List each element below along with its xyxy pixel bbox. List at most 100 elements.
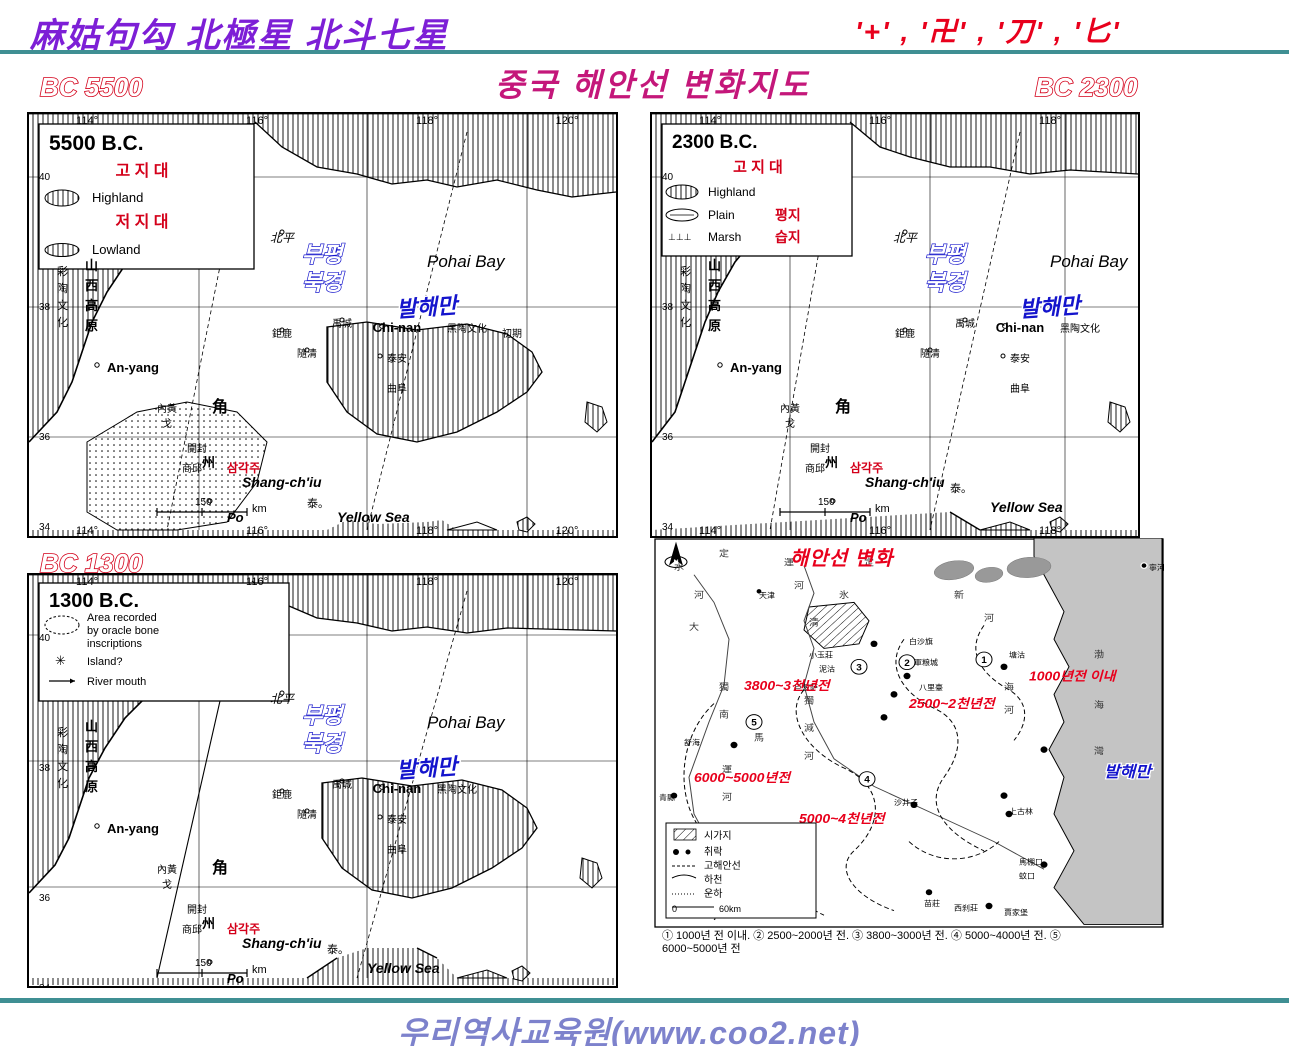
svg-text:氷: 氷: [839, 589, 849, 600]
svg-text:黑陶文化: 黑陶文化: [447, 322, 487, 335]
svg-text:軍粮城: 軍粮城: [914, 657, 938, 667]
svg-text:文: 文: [57, 759, 68, 773]
svg-text:河: 河: [794, 580, 804, 591]
svg-text:海: 海: [1004, 681, 1014, 692]
svg-text:Highland: Highland: [708, 185, 755, 199]
svg-text:寧河: 寧河: [1149, 563, 1164, 573]
svg-text:灣: 灣: [1094, 746, 1104, 757]
svg-text:북경: 북경: [302, 270, 345, 295]
svg-text:6000~5000년 전: 6000~5000년 전: [662, 942, 741, 955]
svg-text:北平: 北平: [270, 231, 296, 245]
svg-text:州: 州: [201, 455, 215, 470]
svg-text:An-yang: An-yang: [107, 821, 159, 836]
svg-text:泰。: 泰。: [307, 496, 329, 510]
svg-text:38: 38: [39, 763, 51, 774]
svg-text:化: 化: [680, 315, 691, 329]
svg-text:114°: 114°: [76, 115, 98, 127]
svg-text:3: 3: [856, 663, 862, 674]
svg-text:하천: 하천: [704, 873, 722, 886]
svg-text:山: 山: [85, 719, 98, 734]
svg-text:西: 西: [85, 278, 98, 293]
svg-text:初期: 初期: [502, 327, 522, 340]
svg-text:발해만: 발해만: [396, 754, 462, 783]
svg-text:34: 34: [39, 983, 51, 988]
svg-text:開封: 開封: [810, 442, 830, 455]
svg-text:118°: 118°: [416, 986, 438, 988]
svg-text:An-yang: An-yang: [107, 360, 159, 375]
svg-text:취락: 취락: [704, 846, 722, 858]
svg-text:고 지 대: 고 지 대: [115, 162, 168, 180]
svg-text:by oracle bone: by oracle bone: [87, 625, 159, 637]
svg-text:34: 34: [662, 522, 674, 533]
svg-text:化: 化: [57, 315, 68, 329]
svg-text:曲阜: 曲阜: [387, 843, 407, 856]
svg-text:① 1000년 전 이내. ② 2500~2000년 전.: ① 1000년 전 이내. ② 2500~2000년 전. ③ 3800~300…: [662, 929, 1061, 942]
svg-text:州: 州: [201, 916, 215, 931]
svg-text:西刹莊: 西刹莊: [954, 903, 978, 913]
svg-text:116°: 116°: [246, 986, 268, 988]
svg-text:角: 角: [212, 858, 228, 877]
svg-text:Marsh: Marsh: [708, 230, 741, 244]
svg-text:Yellow Sea: Yellow Sea: [337, 509, 410, 525]
svg-text:文: 文: [57, 298, 68, 312]
svg-text:彩: 彩: [57, 726, 68, 739]
svg-text:曲阜: 曲阜: [1010, 382, 1030, 395]
svg-text:Lowland: Lowland: [92, 242, 140, 257]
svg-text:5500 B.C.: 5500 B.C.: [49, 132, 144, 155]
svg-text:渤: 渤: [1094, 649, 1104, 660]
svg-text:Plain: Plain: [708, 208, 735, 222]
svg-text:발해만: 발해만: [396, 293, 462, 322]
svg-text:시가지: 시가지: [704, 830, 732, 842]
svg-text:6000~5000년전: 6000~5000년전: [694, 770, 792, 784]
svg-text:150: 150: [818, 497, 835, 508]
svg-text:定: 定: [719, 548, 729, 559]
svg-text:八里臺: 八里臺: [919, 682, 943, 692]
svg-text:上古林: 上古林: [1009, 806, 1033, 816]
svg-text:Yellow Sea: Yellow Sea: [990, 499, 1063, 515]
svg-text:泰安: 泰安: [387, 352, 407, 365]
svg-text:鉅鹿: 鉅鹿: [272, 788, 292, 801]
svg-text:高: 高: [85, 759, 98, 774]
svg-text:북경: 북경: [925, 270, 968, 295]
svg-text:40: 40: [39, 172, 51, 183]
svg-text:河: 河: [722, 792, 732, 803]
svg-text:陶: 陶: [57, 742, 68, 756]
svg-text:高: 高: [708, 298, 721, 313]
svg-text:泰。: 泰。: [327, 942, 349, 956]
svg-text:內黃: 內黃: [157, 863, 177, 876]
svg-text:120°: 120°: [556, 525, 579, 537]
svg-text:泰。: 泰。: [950, 481, 972, 495]
svg-text:116°: 116°: [246, 115, 268, 127]
svg-text:4: 4: [864, 775, 870, 786]
svg-text:삼각주: 삼각주: [850, 460, 883, 475]
svg-text:州: 州: [824, 455, 838, 470]
svg-text:Area recorded: Area recorded: [87, 612, 157, 624]
svg-text:150: 150: [195, 958, 212, 969]
svg-text:평지: 평지: [775, 207, 801, 223]
svg-text:1000년전 이내: 1000년전 이내: [1029, 669, 1118, 683]
svg-text:⊥⊥⊥: ⊥⊥⊥: [668, 232, 692, 242]
svg-text:彩: 彩: [680, 265, 691, 278]
svg-text:清: 清: [809, 617, 819, 628]
svg-text:부평: 부평: [302, 242, 345, 267]
svg-text:原: 原: [708, 318, 721, 333]
svg-text:陶: 陶: [680, 281, 691, 295]
svg-text:5: 5: [751, 718, 757, 729]
svg-text:116°: 116°: [246, 525, 268, 537]
svg-text:賈家堡: 賈家堡: [1004, 908, 1028, 918]
svg-text:曲阜: 曲阜: [387, 382, 407, 395]
svg-text:北平: 北平: [270, 692, 296, 706]
svg-text:부평: 부평: [302, 703, 345, 728]
svg-text:商邱: 商邱: [182, 462, 202, 475]
svg-text:34: 34: [39, 522, 51, 533]
svg-text:大: 大: [689, 621, 699, 632]
svg-text:西: 西: [708, 278, 721, 293]
svg-text:商邱: 商邱: [182, 923, 202, 936]
svg-text:河: 河: [694, 589, 704, 600]
svg-text:120°: 120°: [556, 576, 579, 588]
svg-text:40: 40: [39, 633, 51, 644]
svg-text:Highland: Highland: [92, 190, 143, 205]
svg-text:38: 38: [39, 302, 51, 313]
svg-text:고 지 대: 고 지 대: [733, 159, 783, 176]
svg-text:河: 河: [984, 612, 994, 623]
